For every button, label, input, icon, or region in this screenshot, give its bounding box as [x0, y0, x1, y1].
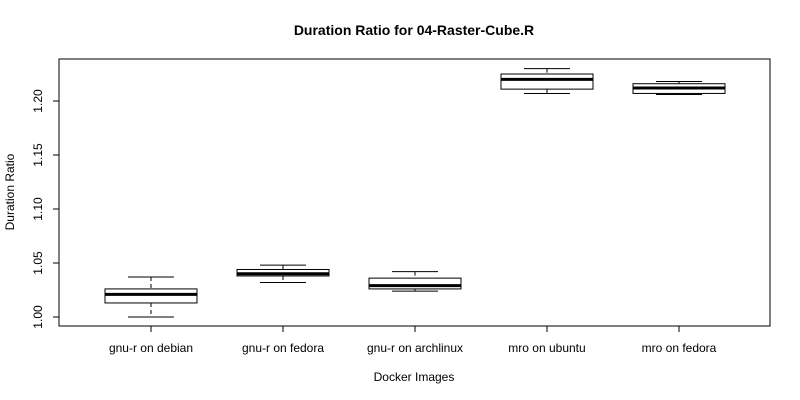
y-axis-label: Duration Ratio	[3, 153, 17, 230]
y-tick-label: 1.00	[31, 305, 45, 329]
y-tick-label: 1.20	[31, 89, 45, 113]
boxes-group	[104, 68, 726, 318]
box-0	[104, 276, 198, 318]
y-tick-label: 1.05	[31, 251, 45, 275]
iqr-box	[368, 277, 462, 290]
x-axis-label: Docker Images	[374, 370, 455, 384]
y-tick-label: 1.10	[31, 197, 45, 221]
x-tick-label: gnu-r on debian	[109, 341, 193, 355]
box-3	[500, 68, 594, 94]
x-tick-label: mro on fedora	[642, 341, 717, 355]
y-tick-label: 1.15	[31, 143, 45, 167]
box-4	[632, 81, 726, 96]
box-2	[368, 271, 462, 292]
x-tick-label: gnu-r on fedora	[242, 341, 324, 355]
iqr-box	[104, 288, 198, 304]
y-axis: 1.00 1.05 1.10 1.15 1.20	[31, 89, 60, 329]
chart-title: Duration Ratio for 04-Raster-Cube.R	[294, 22, 534, 38]
x-tick-label: gnu-r on archlinux	[367, 341, 463, 355]
x-tick-label: mro on ubuntu	[508, 341, 585, 355]
iqr-box	[500, 73, 594, 90]
box-1	[236, 264, 330, 283]
x-axis: gnu-r on debian gnu-r on fedora gnu-r on a…	[109, 325, 717, 355]
